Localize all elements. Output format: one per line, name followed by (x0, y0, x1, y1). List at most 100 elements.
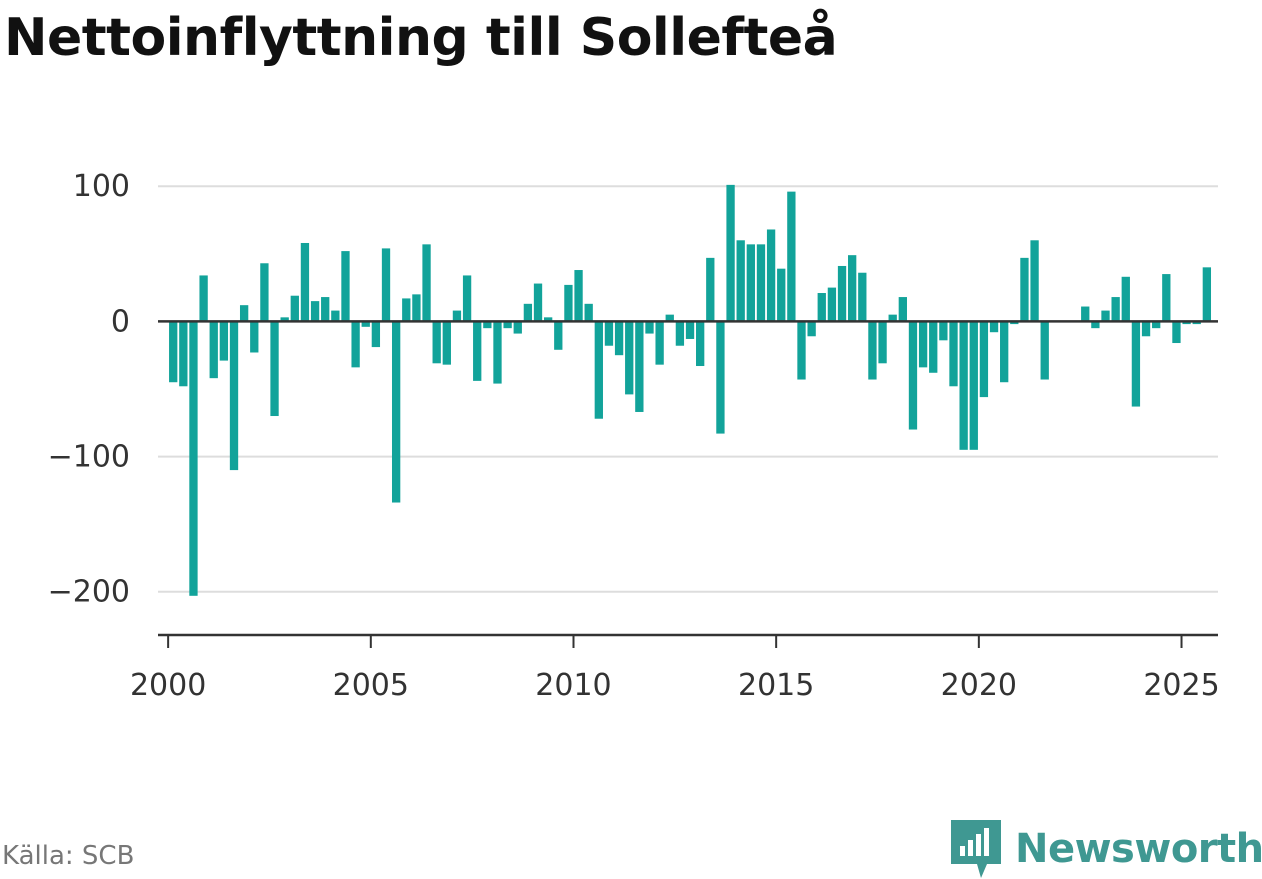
bar (1162, 274, 1171, 322)
bar (989, 321, 999, 333)
bar (310, 301, 320, 322)
bar (1111, 297, 1120, 322)
bar (614, 321, 624, 356)
y-tick-labels: 100 0 −100 −200 (48, 169, 130, 610)
bar (473, 321, 482, 381)
bar (331, 310, 340, 322)
bar (290, 295, 299, 322)
bar (817, 293, 826, 322)
bar (685, 321, 695, 339)
bar (381, 248, 391, 322)
bar (604, 321, 614, 346)
bar (848, 255, 857, 322)
bar (564, 284, 573, 322)
bar (260, 263, 269, 322)
gridlines (158, 185, 1218, 593)
bar (402, 298, 411, 322)
bar (1202, 267, 1212, 322)
y-tick-label: −200 (48, 575, 130, 610)
bar (371, 321, 381, 348)
bar (716, 321, 725, 434)
bar (726, 184, 735, 322)
bar (746, 244, 755, 322)
bar (432, 321, 441, 364)
bar (452, 310, 462, 322)
y-tick-label: −100 (48, 440, 130, 475)
bar (837, 265, 847, 322)
bar (239, 305, 249, 322)
bar (523, 303, 533, 322)
bar (503, 321, 512, 329)
bar (1091, 321, 1100, 329)
bar (442, 321, 451, 365)
bar (635, 321, 644, 412)
bar (189, 321, 198, 596)
chart-title: Nettoinflyttning till Sollefteå (4, 8, 838, 68)
bar (280, 317, 289, 322)
bar (1182, 321, 1191, 325)
bar (1101, 310, 1110, 322)
bar (483, 321, 492, 329)
bar (300, 242, 310, 322)
bar (321, 297, 330, 322)
bar (827, 287, 837, 322)
bar (807, 321, 816, 337)
bar (169, 321, 178, 383)
bar (351, 321, 360, 368)
bar (979, 321, 989, 398)
y-tick-label: 0 (111, 304, 130, 339)
bar (1030, 240, 1039, 322)
x-tick-labels: 2000 2005 2010 2015 2020 2025 (130, 668, 1220, 703)
bar (787, 191, 796, 322)
bar (179, 321, 188, 387)
bar (655, 321, 664, 365)
bar (594, 321, 603, 419)
bar (858, 272, 867, 322)
bar (584, 303, 593, 322)
axes (158, 320, 1218, 648)
bar (645, 321, 654, 334)
x-tick-label: 2010 (535, 668, 611, 703)
brand-name: Newsworthy (1015, 826, 1262, 872)
bar (341, 251, 350, 322)
bar (1081, 306, 1090, 322)
bar (797, 321, 806, 380)
bar (736, 240, 745, 322)
bar (229, 321, 239, 471)
x-tick-label: 2000 (130, 668, 206, 703)
bar (1121, 276, 1130, 322)
bar (888, 314, 897, 322)
bar (554, 321, 563, 350)
bar (1000, 321, 1009, 383)
bar (665, 314, 674, 322)
bar (412, 294, 421, 322)
bar (868, 321, 877, 380)
x-tick-label: 2020 (941, 668, 1017, 703)
brand: Newsworthy (951, 820, 1262, 878)
bar (908, 321, 918, 430)
bar (625, 321, 634, 395)
bar (1040, 321, 1049, 380)
bar (1152, 321, 1161, 329)
bar (696, 321, 705, 367)
bar (1010, 321, 1019, 325)
bar (270, 321, 279, 417)
x-tick-label: 2005 (333, 668, 409, 703)
x-tick-label: 2025 (1143, 668, 1219, 703)
bar (959, 321, 968, 450)
bar (219, 321, 229, 361)
bar (199, 275, 208, 322)
bar (939, 321, 948, 341)
bar (898, 297, 907, 322)
bar (1172, 321, 1181, 344)
bar (756, 244, 766, 322)
bar (574, 270, 583, 322)
bar (422, 244, 431, 322)
bar (1131, 321, 1141, 407)
bar (1141, 321, 1151, 337)
bar (493, 321, 502, 384)
bar (1020, 257, 1029, 322)
bar (918, 321, 928, 368)
newsworthy-logo-icon (951, 820, 1001, 878)
